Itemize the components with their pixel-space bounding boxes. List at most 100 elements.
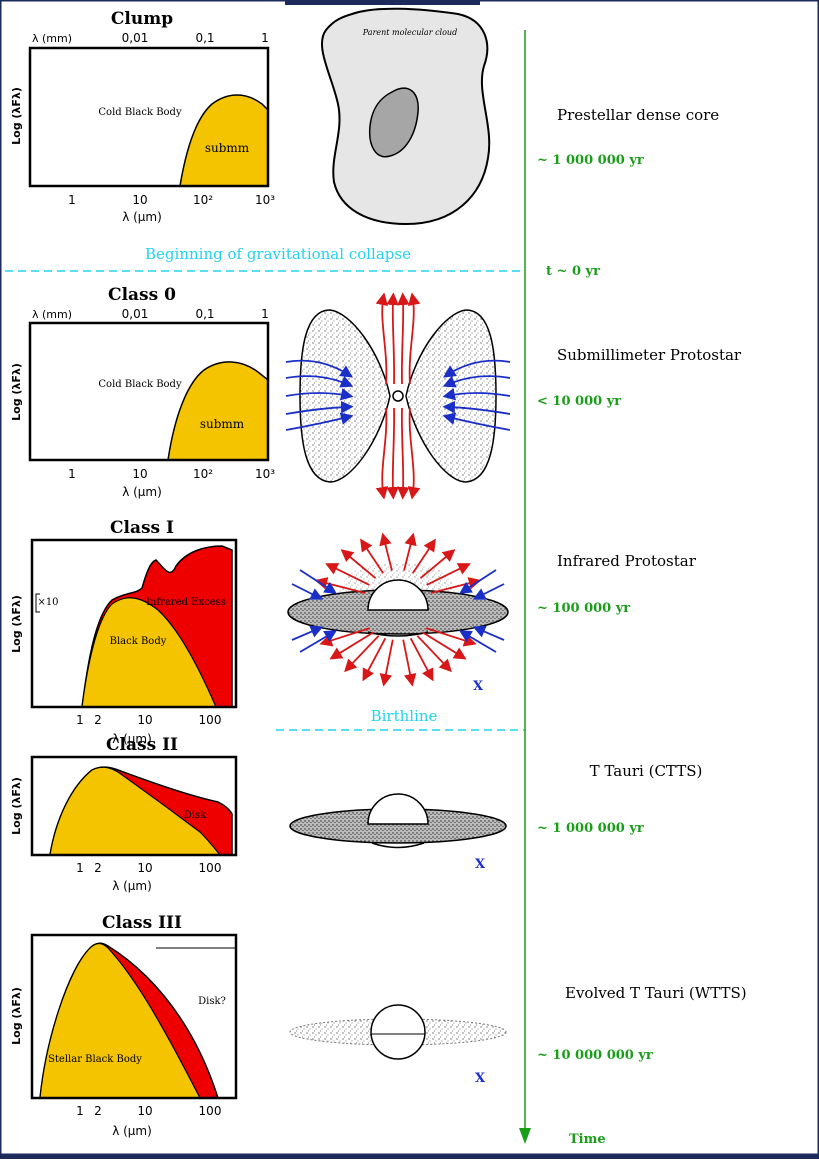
class0-protostar-illustration	[285, 292, 511, 500]
x-axis-label: λ (μm)	[122, 485, 162, 499]
y-axis-label: Log (λFλ)	[10, 363, 23, 421]
tick-label: 10²	[193, 193, 213, 207]
x-ray-marker: X	[475, 857, 486, 872]
y-axis-label: Log (λFλ)	[10, 595, 23, 653]
infall-arrow	[285, 388, 354, 401]
outflow-arrow	[407, 292, 421, 385]
scale-bracket	[35, 593, 40, 613]
tick-label: 2	[94, 861, 102, 875]
infall-arrows	[285, 359, 511, 431]
x-axis-label: λ (μm)	[112, 879, 152, 893]
stellar-black-body-area	[49, 766, 222, 856]
plot-frame	[28, 321, 270, 462]
region-label: Stellar Black Body	[48, 1054, 142, 1065]
tick-label: 2	[94, 1104, 102, 1118]
submm-emission-area	[167, 361, 269, 461]
stage-name: T Tauri (CTTS)	[590, 762, 703, 780]
plot-frame	[30, 755, 238, 857]
plot-frame	[28, 46, 270, 188]
outflow-arrow	[375, 407, 389, 500]
region-label: Infrared Excess	[146, 597, 226, 608]
panel-title: Class II	[106, 735, 178, 755]
stellar-black-body-area	[39, 942, 201, 1099]
panel-title: Class III	[102, 913, 182, 933]
top-tick-label: 0,1	[195, 31, 214, 45]
region-label: Disk?	[198, 996, 226, 1007]
infall-arrows	[291, 569, 505, 653]
panel-title: Class I	[110, 518, 174, 538]
y-axis-label: Log (λFλ)	[10, 777, 23, 835]
tick-label: 1	[76, 1104, 84, 1118]
class3-wtts-illustration: X	[289, 1004, 507, 1086]
tick-label: 10	[137, 713, 152, 727]
plot-frame	[30, 538, 238, 709]
top-tab	[285, 0, 480, 5]
outflow-arrow	[386, 407, 399, 500]
stage-name: Submillimeter Protostar	[557, 346, 742, 364]
outflow-arrow	[426, 563, 471, 586]
outflow-arrow	[379, 532, 393, 571]
outflow-arrow	[409, 637, 434, 682]
infall-arrow	[285, 400, 354, 415]
top-tick-label: 0,01	[122, 307, 149, 321]
dense-core-shape	[368, 87, 419, 158]
tick-label: 10	[132, 467, 147, 481]
y-axis-label: Log (λFλ)	[10, 987, 23, 1045]
tick-label: 10³	[255, 193, 275, 207]
outflow-arrow	[340, 549, 377, 579]
tick-label: 10³	[255, 467, 275, 481]
infall-arrow	[285, 412, 354, 431]
black-body-area	[81, 597, 217, 708]
tick-label: 2	[94, 713, 102, 727]
tick-label: 10	[137, 1104, 152, 1118]
tick-label: 10	[132, 193, 147, 207]
tick-label: 1	[76, 861, 84, 875]
stage-name: Infrared Protostar	[557, 552, 697, 570]
sed-panel-clump: Clump λ (mm) 0,01 0,1 1 Cold Black Body …	[10, 9, 275, 224]
tick-label: 1	[68, 467, 76, 481]
region-label: Cold Black Body	[98, 379, 182, 390]
stage-name: Evolved T Tauri (WTTS)	[565, 984, 747, 1002]
collapse-label: Beginning of gravitational collapse	[145, 245, 411, 263]
sed-panel-class3: Class III Disk? Stellar Black Body Log (…	[10, 913, 238, 1138]
region-label: Black Body	[110, 636, 167, 647]
outflow-arrow	[402, 639, 417, 687]
tick-label: 10	[137, 861, 152, 875]
infall-arrow	[472, 625, 505, 641]
infall-arrow	[442, 400, 511, 415]
outflow-arrow	[325, 563, 370, 586]
outflow-arrow	[407, 407, 421, 500]
tick-label: 1	[76, 713, 84, 727]
panel-title: Class 0	[108, 285, 176, 305]
outflow-arrow	[329, 631, 374, 660]
sed-panel-class2: Class II Disk Log (λFλ) 1 2 10 100 λ (μm…	[10, 735, 238, 893]
stage-age: ~ 10 000 000 yr	[537, 1048, 653, 1063]
protostar-core	[392, 390, 404, 402]
tick-label: 100	[199, 1104, 222, 1118]
top-axis-label: λ (mm)	[32, 32, 72, 45]
stage-age: ~ 100 000 yr	[537, 601, 630, 616]
submm-emission-area	[179, 94, 269, 187]
tick-label: 1	[68, 193, 76, 207]
time-label: Time	[569, 1132, 606, 1147]
star	[370, 1004, 426, 1060]
t0-label: t ~ 0 yr	[546, 264, 600, 279]
infall-arrow	[442, 375, 511, 388]
x-ray-marker: X	[473, 679, 484, 694]
infall-arrow	[285, 359, 354, 378]
tick-label: 10²	[193, 467, 213, 481]
outflow-arrow	[375, 292, 389, 385]
outflow-arrow	[360, 538, 384, 574]
outflow-arrow	[416, 635, 452, 673]
infall-arrow	[299, 630, 338, 653]
outflow-arrow	[386, 292, 399, 385]
infall-arrow	[472, 583, 505, 600]
tick-label: 100	[199, 861, 222, 875]
region-label: submm	[200, 417, 245, 431]
protostar-dome	[367, 579, 429, 611]
outflow-arrow	[403, 532, 417, 571]
infall-arrow	[442, 388, 511, 401]
class2-ttauri-illustration: X	[289, 793, 507, 872]
